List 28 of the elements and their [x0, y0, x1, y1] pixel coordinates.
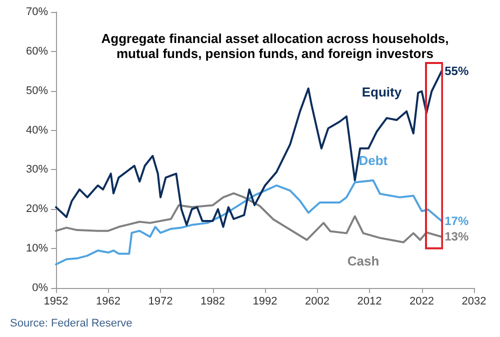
y-tick-label: 60%	[26, 45, 48, 58]
y-tick-label: 40%	[26, 124, 48, 136]
y-tick-label: 10%	[26, 242, 48, 255]
data-label: 55%	[444, 64, 469, 78]
x-tick-label: 1952	[44, 296, 68, 308]
series-label: Debt	[358, 152, 388, 168]
data-label: 17%	[444, 214, 469, 228]
y-tick-label: 50%	[26, 84, 48, 97]
line-series	[55, 179, 443, 266]
x-tick-label: 2012	[357, 296, 382, 308]
x-tick-label: 1992	[252, 296, 278, 308]
text: Aggregate financial asset allocation across households, mutual funds, pension funds, and foreign investors	[101, 31, 449, 61]
y-tick-label: 70%	[26, 6, 48, 18]
series-label: Cash	[347, 254, 380, 269]
x-tick-label: 2032	[462, 296, 486, 308]
series-label: Equity	[362, 84, 402, 100]
y-tick-label: 0%	[32, 282, 48, 294]
source-note: Source: Federal Reserve	[10, 318, 132, 330]
y-tick-label: 30%	[26, 164, 48, 176]
data-label: 13%	[444, 230, 469, 244]
line-series	[55, 192, 443, 244]
y-tick-label: 20%	[26, 203, 48, 216]
x-tick-label: 1982	[200, 296, 225, 308]
x-tick-label: 2002	[305, 296, 330, 308]
x-tick-label: 1962	[96, 296, 120, 308]
line-series	[55, 70, 443, 228]
x-tick-label: 1972	[148, 296, 173, 308]
x-tick-label: 2022	[410, 296, 434, 308]
